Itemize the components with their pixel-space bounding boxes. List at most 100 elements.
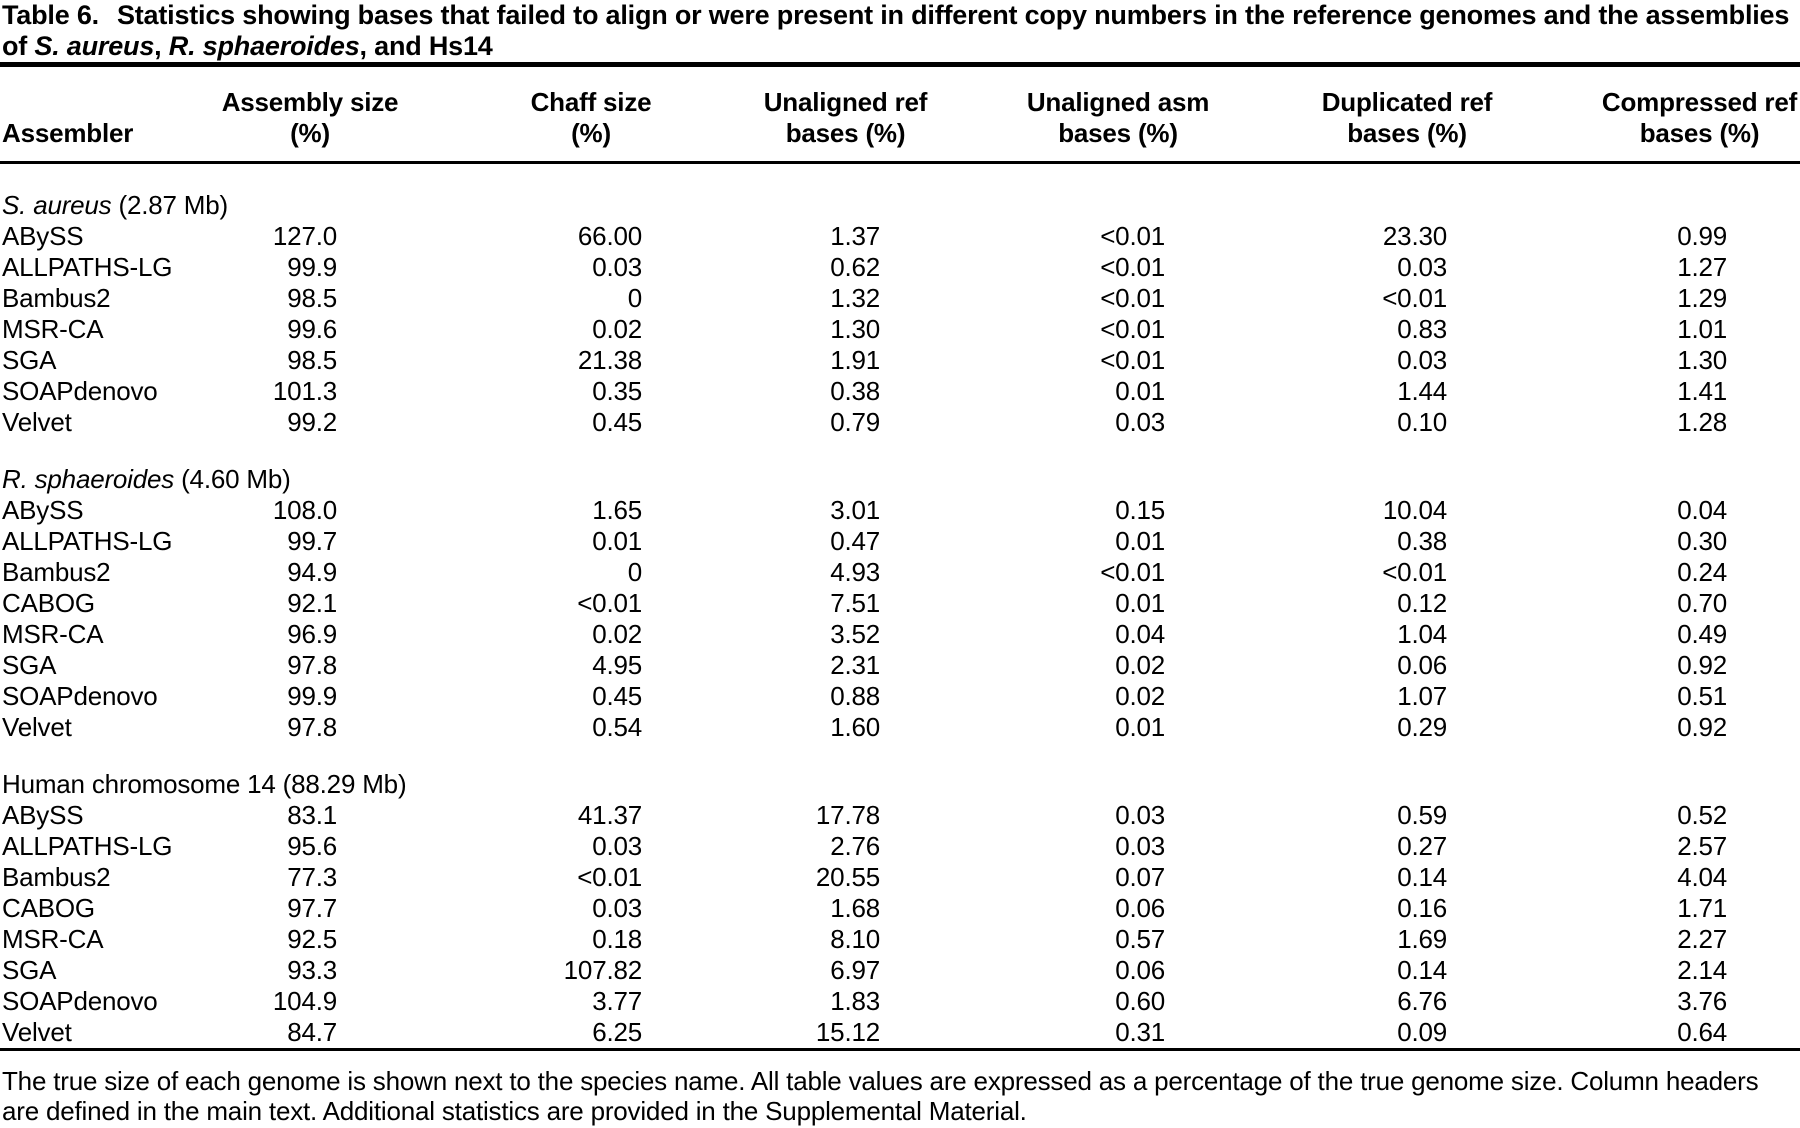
- table-number: Table 6.: [2, 0, 99, 30]
- value-cell: 66.00: [577, 221, 642, 251]
- value-cell: 96.9: [287, 619, 337, 649]
- value-cell: 0: [627, 283, 642, 313]
- caption-text-part2: , and Hs14: [359, 31, 493, 61]
- assembler-cell: Bambus2: [2, 862, 111, 892]
- section-header-row: Human chromosome 14 (88.29 Mb): [0, 743, 1800, 800]
- value-cell: 17.78: [815, 800, 880, 830]
- value-cell: 1.60: [830, 712, 880, 742]
- value-cell: 93.3: [287, 955, 337, 985]
- value-cell: 1.30: [1677, 345, 1727, 375]
- value-cell: 2.57: [1677, 831, 1727, 861]
- col-header-line1: Compressed ref: [1601, 87, 1798, 117]
- value-cell: 0.70: [1677, 588, 1727, 618]
- value-cell: 92.5: [287, 924, 337, 954]
- value-cell: 95.6: [287, 831, 337, 861]
- value-cell: 1.30: [830, 314, 880, 344]
- value-cell: 0.01: [1115, 712, 1165, 742]
- value-cell: <0.01: [1382, 557, 1447, 587]
- col-header-line2: (%): [571, 118, 611, 148]
- value-cell: 1.29: [1677, 283, 1727, 313]
- table-row: ABySS 83.1 41.37 17.78 0.03 0.59 0.52: [0, 800, 1800, 831]
- value-cell: 0.06: [1115, 955, 1165, 985]
- col-header-chaff-size: Chaff size (%): [420, 65, 710, 163]
- section-title: Human chromosome 14 (88.29 Mb): [2, 769, 407, 799]
- value-cell: 21.38: [577, 345, 642, 375]
- value-cell: 0.03: [1115, 831, 1165, 861]
- value-cell: 92.1: [287, 588, 337, 618]
- assembler-cell: SGA: [2, 955, 57, 985]
- value-cell: 0.49: [1677, 619, 1727, 649]
- value-cell: <0.01: [1100, 283, 1165, 313]
- value-cell: 1.27: [1677, 252, 1727, 282]
- value-cell: 0.02: [1115, 681, 1165, 711]
- assembler-cell: SGA: [2, 345, 57, 375]
- table-row: Bambus2 98.5 0 1.32 <0.01 <0.01 1.29: [0, 283, 1800, 314]
- value-cell: 0.38: [1397, 526, 1447, 556]
- value-cell: 1.07: [1397, 681, 1447, 711]
- value-cell: 1.41: [1677, 376, 1727, 406]
- table-footnote: The true size of each genome is shown ne…: [2, 1066, 1759, 1126]
- assembler-cell: MSR-CA: [2, 924, 104, 954]
- value-cell: 1.01: [1677, 314, 1727, 344]
- value-cell: 0.02: [592, 619, 642, 649]
- col-header-line2: bases (%): [1639, 118, 1760, 148]
- value-cell: 6.76: [1397, 986, 1447, 1016]
- assembler-cell: SOAPdenovo: [2, 681, 158, 711]
- assembler-cell: CABOG: [2, 893, 95, 923]
- value-cell: 0.57: [1115, 924, 1165, 954]
- value-cell: 0.14: [1397, 955, 1447, 985]
- col-header-line1: Unaligned ref: [763, 87, 928, 117]
- value-cell: 98.5: [287, 283, 337, 313]
- value-cell: 0.24: [1677, 557, 1727, 587]
- value-cell: 0.54: [592, 712, 642, 742]
- value-cell: 97.8: [287, 650, 337, 680]
- table-row: ABySS 127.0 66.00 1.37 <0.01 23.30 0.99: [0, 221, 1800, 252]
- value-cell: 0: [627, 557, 642, 587]
- value-cell: 77.3: [287, 862, 337, 892]
- value-cell: 0.03: [1397, 345, 1447, 375]
- value-cell: 0.03: [1115, 800, 1165, 830]
- value-cell: 0.10: [1397, 407, 1447, 437]
- value-cell: 0.45: [592, 407, 642, 437]
- table-row: CABOG 97.7 0.03 1.68 0.06 0.16 1.71: [0, 893, 1800, 924]
- value-cell: 15.12: [815, 1017, 880, 1047]
- value-cell: 3.77: [592, 986, 642, 1016]
- col-header-duplicated-ref: Duplicated ref bases (%): [1235, 65, 1525, 163]
- value-cell: 0.30: [1677, 526, 1727, 556]
- value-cell: 1.65: [592, 495, 642, 525]
- species-name: S. aureus: [2, 190, 112, 220]
- species-name-1: S. aureus: [34, 31, 155, 61]
- value-cell: 0.38: [830, 376, 880, 406]
- table-row: SGA 98.5 21.38 1.91 <0.01 0.03 1.30: [0, 345, 1800, 376]
- value-cell: 1.37: [830, 221, 880, 251]
- col-header-assembler: Assembler: [0, 65, 200, 163]
- assembler-cell: ALLPATHS-LG: [2, 831, 173, 861]
- table-row: Velvet 84.7 6.25 15.12 0.31 0.09 0.64: [0, 1017, 1800, 1050]
- value-cell: 0.29: [1397, 712, 1447, 742]
- value-cell: 0.99: [1677, 221, 1727, 251]
- value-cell: 99.6: [287, 314, 337, 344]
- value-cell: 0.03: [592, 831, 642, 861]
- value-cell: 99.9: [287, 681, 337, 711]
- section-header-row: R. sphaeroides (4.60 Mb): [0, 438, 1800, 495]
- caption-text-part1: Statistics showing bases that failed to …: [2, 0, 1790, 61]
- value-cell: 10.04: [1382, 495, 1447, 525]
- value-cell: 3.76: [1677, 986, 1727, 1016]
- assembler-cell: SGA: [2, 650, 57, 680]
- assembler-cell: Velvet: [2, 1017, 72, 1047]
- value-cell: 4.95: [592, 650, 642, 680]
- assembler-cell: CABOG: [2, 588, 95, 618]
- value-cell: 2.31: [830, 650, 880, 680]
- value-cell: <0.01: [577, 862, 642, 892]
- value-cell: 0.01: [1115, 526, 1165, 556]
- value-cell: 0.51: [1677, 681, 1727, 711]
- table-body: S. aureus (2.87 Mb) ABySS 127.0 66.00 1.37 <0…: [0, 163, 1800, 1050]
- species-name: R. sphaeroides: [2, 464, 175, 494]
- value-cell: 0.14: [1397, 862, 1447, 892]
- value-cell: 1.44: [1397, 376, 1447, 406]
- table-row: ALLPATHS-LG 99.9 0.03 0.62 <0.01 0.03 1.27: [0, 252, 1800, 283]
- value-cell: 0.03: [1115, 407, 1165, 437]
- table-header: Assembler Assembly size (%) Chaff size (%)…: [0, 65, 1800, 163]
- value-cell: 97.8: [287, 712, 337, 742]
- value-cell: 0.01: [1115, 376, 1165, 406]
